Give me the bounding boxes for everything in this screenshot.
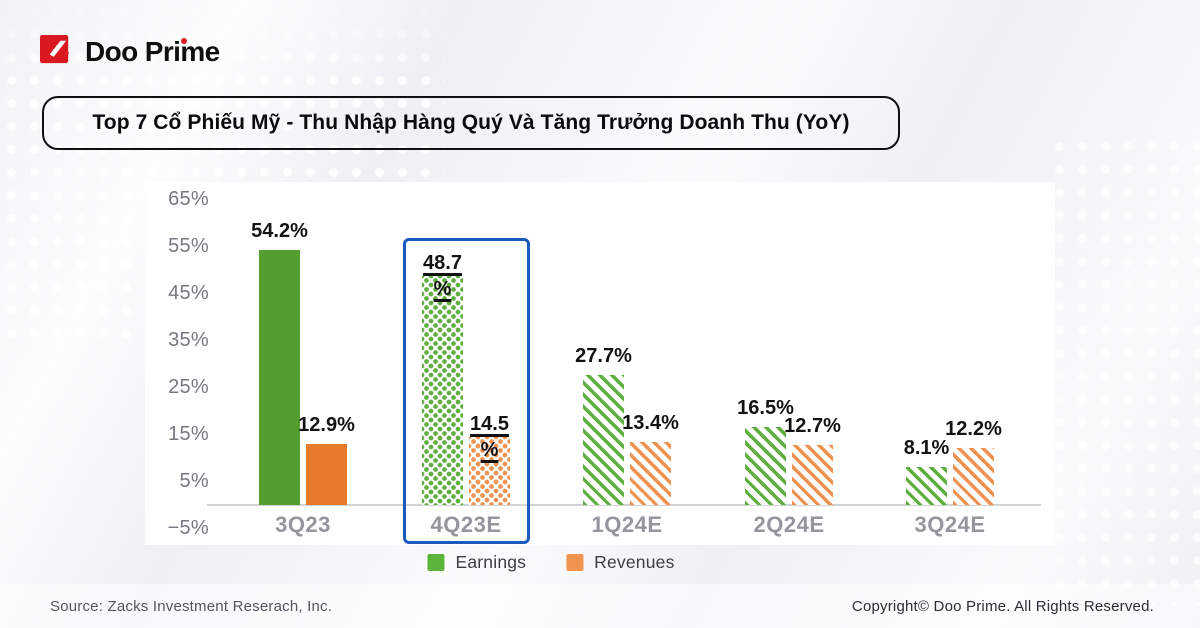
revenues-value-label-3q23: 12.9%: [298, 414, 355, 437]
y-axis-tick: −5%: [167, 516, 209, 539]
logo-i-dot: [180, 37, 187, 44]
doo-prime-wordmark: Doo Prime: [85, 36, 220, 68]
x-axis-line: [207, 504, 1041, 506]
y-axis-tick: 25%: [168, 375, 209, 398]
earnings-bar-4q23e: [422, 276, 463, 505]
y-axis-tick: 45%: [168, 281, 209, 304]
brand-name-text: Doo Prime: [85, 35, 220, 67]
y-axis-tick: 15%: [168, 422, 209, 445]
y-axis-tick: 55%: [168, 234, 209, 257]
y-axis-tick: 35%: [168, 328, 209, 351]
earnings-value-label-1q24e: 27.7%: [575, 344, 632, 367]
revenues-value-label-1q24e: 13.4%: [622, 412, 679, 435]
chart-title-frame: Top 7 Cổ Phiếu Mỹ - Thu Nhập Hàng Quý Và…: [42, 96, 900, 150]
legend-swatch-earnings: [427, 554, 445, 571]
source-note: Source: Zacks Investment Reserach, Inc.: [50, 598, 333, 615]
revenues-value-label-2q24e: 12.7%: [784, 415, 841, 438]
x-axis-label-3q24e: 3Q24E: [914, 512, 986, 537]
page-title: Top 7 Cổ Phiếu Mỹ - Thu Nhập Hàng Quý Và…: [92, 111, 850, 134]
revenues-value-label-3q24e: 12.2%: [945, 417, 1002, 440]
earnings-bar-3q23: [259, 250, 300, 505]
dot-grid-decoration-right: [1048, 135, 1200, 605]
y-axis: 65% 55% 45% 35% 25% 15% 5% −5%: [151, 182, 209, 545]
doo-prime-logo: Doo Prime: [40, 34, 220, 69]
revenues-bar-3q24e: [953, 447, 994, 505]
x-axis-label-3q23: 3Q23: [275, 512, 331, 537]
legend-item-earnings: Earnings: [427, 552, 526, 573]
x-axis-label-4q23e: 4Q23E: [430, 512, 502, 537]
legend-label: Earnings: [455, 552, 527, 572]
x-axis-label-1q24e: 1Q24E: [591, 512, 663, 537]
bar-plot-area: 54.2% 12.9% 48.7% 14.5% 27.7% 13.4% 16.5% 12.7%…: [207, 182, 1041, 505]
chart-card: 65% 55% 45% 35% 25% 15% 5% −5% 54.2% 12.9% 48.7% 1…: [145, 182, 1055, 545]
earnings-bar-2q24e: [745, 427, 786, 505]
earnings-value-label-2q24e: 16.5%: [737, 397, 794, 420]
revenues-value-label-4q23e: 14.5%: [470, 412, 509, 461]
earnings-bar-1q24e: [583, 374, 624, 505]
legend-swatch-revenues: [566, 554, 584, 571]
doo-prime-logo-icon: [40, 34, 70, 64]
revenues-bar-4q23e: [469, 436, 510, 505]
chart-legend: Earnings Revenues: [427, 552, 674, 573]
earnings-bar-3q24e: [906, 466, 947, 505]
earnings-value-label-3q24e: 8.1%: [903, 436, 950, 459]
legend-label: Revenues: [594, 552, 675, 572]
earnings-value-label-4q23e: 48.7%: [423, 252, 462, 301]
legend-item-revenues: Revenues: [566, 552, 674, 573]
highlight-box-4q23e: [402, 238, 530, 544]
revenues-bar-3q23: [306, 444, 347, 505]
revenues-bar-1q24e: [630, 442, 671, 505]
y-axis-tick: 65%: [168, 187, 209, 210]
copyright-note: Copyright© Doo Prime. All Rights Reserve…: [851, 598, 1154, 615]
x-axis-label-2q24e: 2Q24E: [753, 512, 825, 537]
y-axis-tick: 5%: [179, 469, 209, 492]
footer-band: [0, 584, 1200, 628]
earnings-value-label-3q23: 54.2%: [251, 220, 308, 243]
revenues-bar-2q24e: [792, 445, 833, 505]
